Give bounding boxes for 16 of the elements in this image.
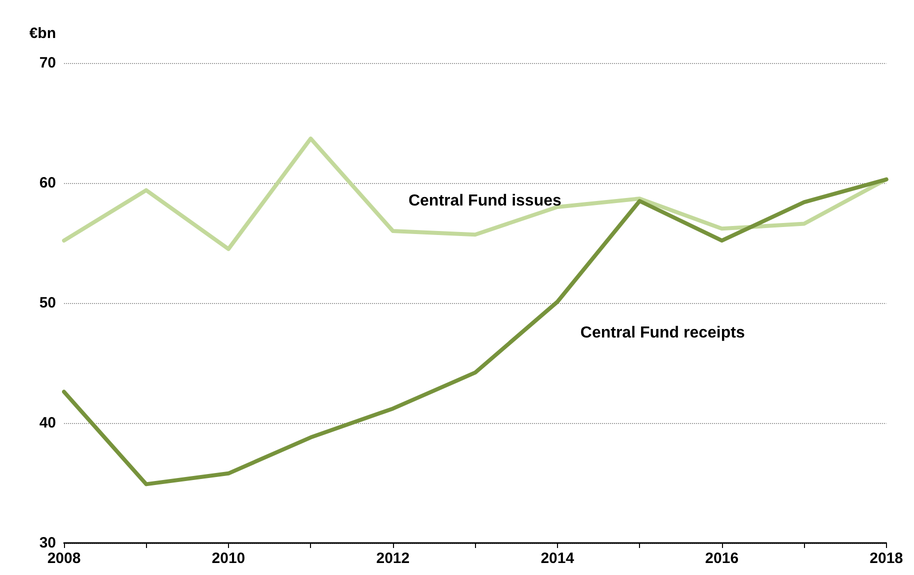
y-tick-label: 30 [39,534,56,552]
series-label: Central Fund issues [408,192,562,210]
x-tick-label: 2008 [47,550,81,567]
x-tick-label: 2014 [540,550,575,567]
y-tick-label: 60 [39,174,56,192]
x-tick-label: 2010 [212,550,246,567]
y-axis-title: €bn [29,25,56,42]
text: Central Fund receipts [580,324,745,342]
x-tick-label: 2012 [376,550,410,567]
y-tick-label: 50 [39,294,56,312]
x-tick-label: 2016 [705,550,739,567]
y-tick-label: 70 [39,54,56,72]
line-series [62,136,888,251]
x-tick-label: 2018 [870,550,904,567]
line-series [62,177,888,486]
y-tick-label: 40 [39,414,56,432]
